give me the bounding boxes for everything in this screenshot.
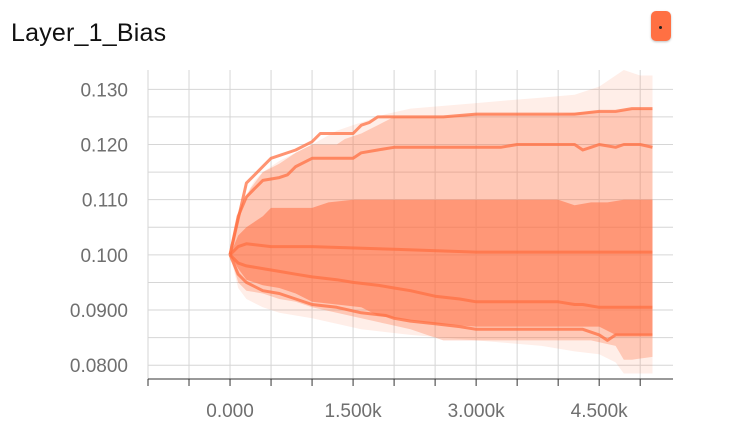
chart-title: Layer_1_Bias: [11, 19, 167, 47]
y-tick-label: 0.130: [80, 80, 128, 101]
fit-to-data-button[interactable]: [651, 11, 671, 41]
distribution-bands: [230, 70, 653, 374]
fit-to-data-icon: [659, 26, 662, 29]
lower-percentile-line: [228, 254, 653, 342]
y-tick-label: 0.0800: [70, 356, 128, 377]
lower-quartile-line: [228, 253, 653, 309]
x-tick-label: 0.000: [206, 401, 254, 422]
y-tick-label: 0.110: [82, 191, 128, 212]
y-tick-label: 0.0900: [70, 301, 128, 322]
x-tick-label: 1.500k: [325, 401, 383, 422]
x-tick-label: 4.500k: [571, 401, 629, 422]
upper-percentile-line: [228, 107, 653, 256]
x-tick-label: 3.000k: [448, 401, 506, 422]
y-tick-label: 0.120: [80, 135, 128, 156]
upper-quartile-line: [228, 143, 653, 256]
y-tick-label: 0.100: [80, 246, 128, 267]
percentile-lines: [228, 107, 653, 342]
tick-labels: 0.0800 0.0900 0.100 0.110 0.120 0.130 0.000 1.5…: [70, 80, 628, 422]
axes: [147, 378, 673, 386]
median-line: [228, 242, 653, 256]
